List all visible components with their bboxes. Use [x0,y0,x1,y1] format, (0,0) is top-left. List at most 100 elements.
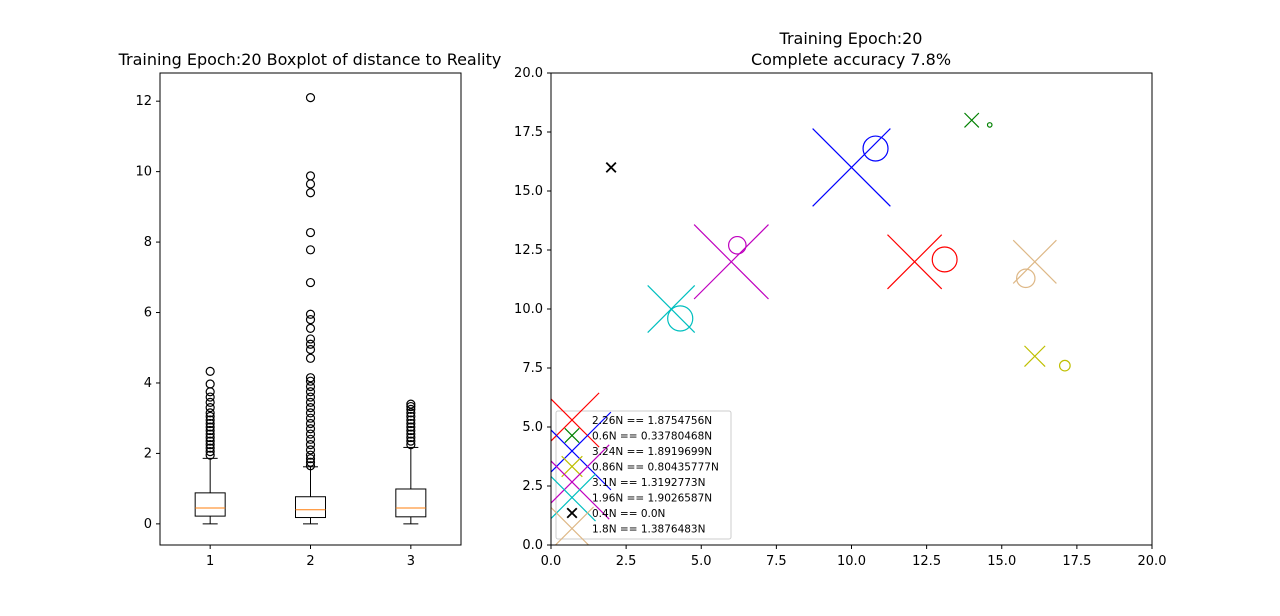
boxplot-outlier [406,408,416,418]
boxplot-outlier [305,245,316,255]
scatter-x-tick-label: 17.5 [1062,554,1091,569]
boxplot-outlier [406,422,416,432]
scatter-y-tick-label: 17.5 [514,125,543,140]
boxplot-outlier [406,399,416,409]
boxplot-x-tick-label: 2 [306,554,314,569]
boxplot-outlier [205,450,215,460]
boxplot-outlier [205,408,215,418]
boxplot-y-tick-label: 6 [144,306,152,321]
boxplot-outlier [305,323,316,333]
boxplot-outlier [305,424,316,434]
boxplot-outlier [305,403,316,413]
scatter-x-tick-label: 5.0 [691,554,712,569]
boxplot-title: Training Epoch:20 Boxplot of distance to… [118,50,502,69]
scatter-o-marker [727,235,747,255]
scatter-x-tick-label: 20.0 [1138,554,1167,569]
boxplot-box [295,496,326,519]
legend-marker [561,455,583,478]
boxplot-outlier [406,401,416,412]
scatter-x-tick-label: 15.0 [987,554,1016,569]
scatter-x-marker-stroke [605,161,617,173]
legend-marker [551,392,600,448]
boxplot-outlier [205,447,215,457]
boxplot-outlier [406,432,416,443]
scatter-x-marker-stroke [1024,345,1046,367]
scatter-x-tick-label: 10.0 [837,554,866,569]
boxplot-outlier [305,445,316,455]
scatter-y-tick-label: 10.0 [514,302,543,317]
scatter-y-tick-label: 15.0 [514,184,543,199]
scatter-points [605,112,1071,372]
legend-label: 0.6N == 0.33780468N [592,431,712,443]
boxplot-outlier [205,418,215,429]
scatter-x-marker [812,128,891,207]
boxplot-x-tick-label: 1 [206,554,214,569]
legend-label: 3.1N == 1.3192773N [592,477,705,489]
boxplot-outlier [205,366,215,376]
legend-marker [551,506,595,545]
scatter-x-marker-stroke [1012,239,1057,284]
legend-marker-stroke [561,455,583,478]
legend-label: 3.24N == 1.8919699N [592,446,712,458]
scatter-y-tick-label: 2.5 [522,479,543,494]
boxplot-outlier [205,392,215,402]
scatter-legend: 2.26N == 1.8754756N 0.6N == 0.33780468N 3.… [551,392,732,545]
boxplot-outlier [305,450,316,460]
boxplot-outlier [305,381,316,392]
scatter-x-marker [693,224,769,300]
scatter-axes-frame [550,72,1153,546]
scatter-x-tick-label: 12.5 [912,554,941,569]
boxplot-outlier [305,429,316,439]
boxplot-outlier [305,457,316,467]
scatter-x-marker [964,112,980,128]
boxplot-outlier [205,422,215,432]
boxplot-outlier [305,408,316,418]
scatter-y-tick-label: 12.5 [514,243,543,258]
scatter-x-marker [605,161,617,173]
boxplot-outlier [305,227,316,238]
scatter-o-marker [1016,268,1036,289]
boxplot-outlier [205,429,215,439]
boxplot-outlier [305,440,316,450]
boxplot-y-tick-label: 0 [144,517,152,532]
legend-marker-stroke [554,506,595,545]
boxplot-outlier [305,387,316,397]
boxplot-outlier [305,179,316,189]
legend-label: 2.26N == 1.8754756N [592,415,712,427]
boxplot-y-tick-label: 12 [135,94,152,109]
scatter-x-tick-label: 0.0 [541,554,562,569]
legend-marker [551,444,610,520]
scatter-x-marker-stroke [887,234,943,290]
scatter-x-marker-stroke [812,128,891,207]
boxplot-outlier [305,461,316,471]
boxplot-outlier [305,188,316,198]
legend-markers [551,392,612,545]
scatter-o-marker [862,135,889,162]
scatter-x-tick-label: 2.5 [616,554,637,569]
legend-marker [566,507,578,519]
boxplot-y-tick-label: 4 [144,376,152,391]
boxplot-outlier [205,387,215,397]
scatter-x-marker-stroke [693,224,769,300]
legend-marker [564,427,580,444]
legend-marker-stroke [551,444,610,504]
boxplot-outlier [205,432,215,443]
scatter-chart: 0.0 2.5 5.0 7.5 10.0 12.5 15.0 17.5 20.0 0.0 2.5 5.… [514,66,1166,569]
boxplot-outlier [305,392,316,402]
boxplot-outlier [305,397,316,407]
legend-marker-stroke [564,427,580,444]
scatter-o-marker [986,122,993,128]
scatter-y-tick-label: 7.5 [522,361,543,376]
boxplot-outlier [205,411,215,422]
scatter-x-marker [887,234,943,290]
boxplot-outlier [205,403,215,413]
legend-label: 0.4N == 0.0N [592,508,665,520]
boxplot-outlier [305,334,316,344]
scatter-y-tick-label: 20.0 [514,66,543,81]
scatter-o-marker [931,246,958,273]
boxplot-outlier [305,434,316,444]
boxplot-outlier [406,411,416,422]
legend-marker-stroke [566,507,578,519]
